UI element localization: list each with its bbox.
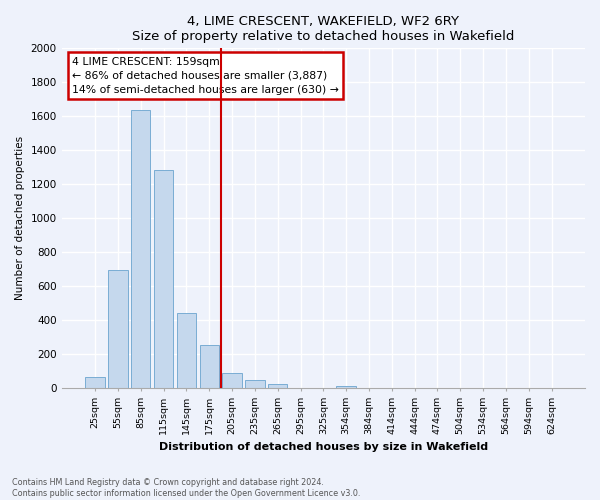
Y-axis label: Number of detached properties: Number of detached properties — [15, 136, 25, 300]
Bar — [108, 270, 128, 388]
Title: 4, LIME CRESCENT, WAKEFIELD, WF2 6RY
Size of property relative to detached house: 4, LIME CRESCENT, WAKEFIELD, WF2 6RY Siz… — [132, 15, 515, 43]
Bar — [268, 384, 287, 388]
Text: Contains HM Land Registry data © Crown copyright and database right 2024.
Contai: Contains HM Land Registry data © Crown c… — [12, 478, 361, 498]
X-axis label: Distribution of detached houses by size in Wakefield: Distribution of detached houses by size … — [159, 442, 488, 452]
Bar — [177, 314, 196, 388]
Bar — [200, 345, 219, 388]
Bar — [223, 373, 242, 388]
Bar — [154, 170, 173, 388]
Bar — [337, 386, 356, 388]
Bar — [131, 110, 151, 388]
Bar — [245, 380, 265, 388]
Bar — [85, 377, 105, 388]
Text: 4 LIME CRESCENT: 159sqm
← 86% of detached houses are smaller (3,887)
14% of semi: 4 LIME CRESCENT: 159sqm ← 86% of detache… — [72, 57, 339, 95]
